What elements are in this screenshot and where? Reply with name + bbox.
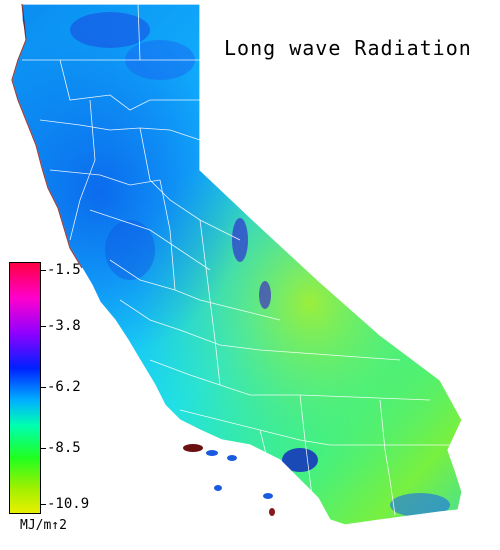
legend-tick [40, 326, 46, 327]
legend-tick [40, 270, 46, 271]
legend-label: -8.5 [47, 440, 81, 456]
legend-tick [40, 448, 46, 449]
legend-label: -6.2 [47, 379, 81, 395]
legend-label-max: -1.5 [47, 262, 81, 278]
legend-label: -3.8 [47, 318, 81, 334]
legend-tick [40, 504, 46, 505]
legend-tick [40, 387, 46, 388]
legend-color-bar [9, 262, 41, 514]
county-boundaries [22, 4, 450, 521]
legend-unit: MJ/m↑2 [20, 518, 67, 533]
channel-islands [183, 444, 275, 516]
map-title: Long wave Radiation [224, 36, 472, 60]
legend-label-min: -10.9 [47, 496, 90, 512]
